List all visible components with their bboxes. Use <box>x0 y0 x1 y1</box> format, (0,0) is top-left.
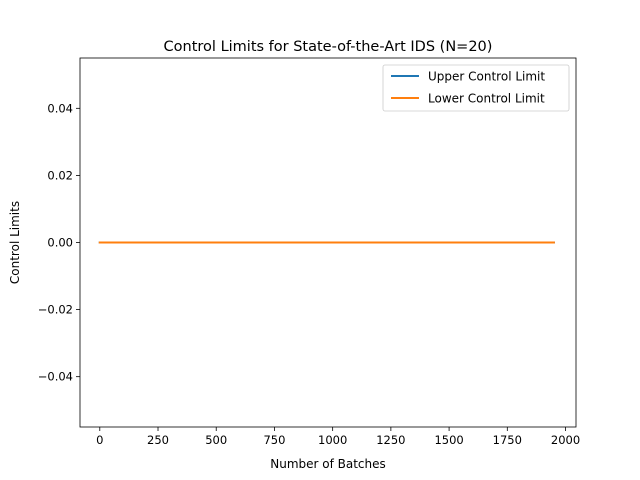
x-tick-label: 2000 <box>551 433 580 447</box>
x-tick-label: 0 <box>96 433 103 447</box>
y-axis-label: Control Limits <box>8 201 22 284</box>
legend-frame <box>382 64 570 112</box>
legend-label-lower: Lower Control Limit <box>428 92 545 106</box>
y-tick-label: −0.04 <box>38 370 73 384</box>
y-tick-label: 0.00 <box>47 236 73 250</box>
x-tick-label: 500 <box>205 433 227 447</box>
x-tick-label: 1500 <box>434 433 463 447</box>
axes-frame <box>79 57 577 428</box>
x-axis-label: Number of Batches <box>270 457 386 471</box>
y-tick-label: −0.02 <box>38 303 73 317</box>
y-axis-ticks: 0.04 0.02 0.00 −0.02 −0.04 <box>38 101 80 384</box>
legend-label-upper: Upper Control Limit <box>428 70 545 84</box>
x-tick-label: 250 <box>147 433 169 447</box>
chart-title: Control Limits for State-of-the-Art IDS … <box>164 39 493 55</box>
y-tick-label: 0.02 <box>47 168 73 182</box>
x-tick-label: 1000 <box>318 433 347 447</box>
x-tick-label: 1750 <box>493 433 522 447</box>
x-tick-label: 1250 <box>376 433 405 447</box>
y-tick-label: 0.04 <box>47 101 73 115</box>
x-tick-label: 750 <box>263 433 285 447</box>
legend: Upper Control Limit Lower Control Limit <box>382 64 570 112</box>
x-axis-ticks: 0 250 500 750 1000 1250 1500 1750 2000 <box>96 427 580 447</box>
